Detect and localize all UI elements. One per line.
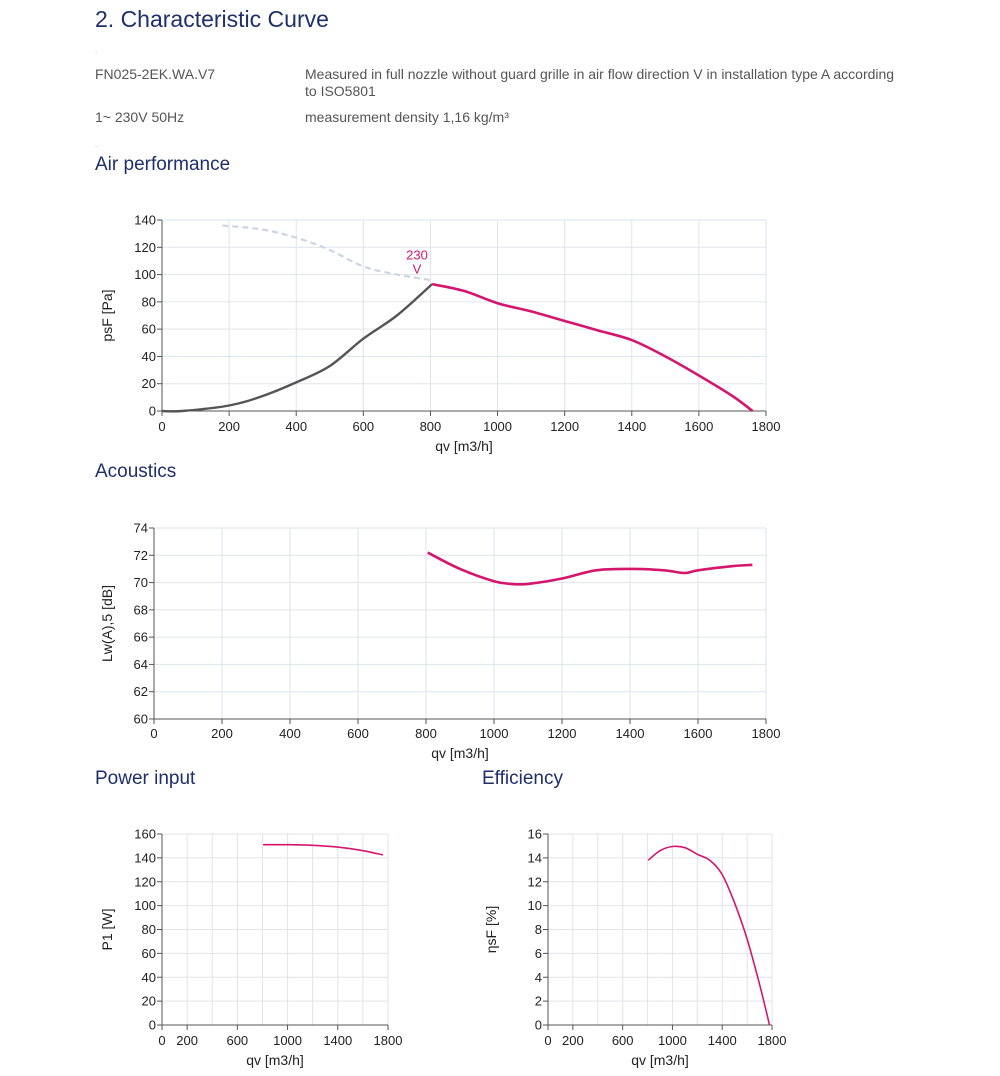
- power-x-tick-label: 1000: [273, 1033, 302, 1048]
- efficiency-y-tick-label: 6: [535, 946, 542, 961]
- section-power-input: Power input: [95, 768, 196, 789]
- efficiency-x-tick-label: 200: [562, 1033, 584, 1048]
- air-x-tick-label: 1800: [752, 419, 781, 434]
- acoustics-y-tick-label: 66: [134, 630, 148, 645]
- power-x-tick-label: 1800: [374, 1033, 403, 1048]
- acoustics-x-tick-label: 0: [150, 726, 157, 741]
- power-y-tick-label: 0: [149, 1018, 156, 1033]
- acoustics-x-tick-label: 200: [211, 726, 233, 741]
- power-x-tick-label: 600: [226, 1033, 248, 1048]
- efficiency-y-tick-label: 14: [528, 850, 542, 865]
- air-y-tick-label: 0: [149, 404, 156, 419]
- acoustics-y-tick-label: 74: [134, 521, 148, 536]
- acoustics-x-tick-label: 1600: [684, 726, 713, 741]
- model-number: FN025-2EK.WA.V7: [95, 66, 216, 82]
- power-y-tick-label: 160: [134, 827, 156, 842]
- air-series-line-main: [431, 282, 754, 413]
- page-title: 2. Characteristic Curve: [95, 6, 329, 32]
- air-x-tick-label: 1000: [483, 419, 512, 434]
- efficiency-x-tick-label: 1000: [658, 1033, 687, 1048]
- acoustics-x-axis-label: qv [m3/h]: [431, 745, 489, 761]
- efficiency-x-tick-label: 0: [544, 1033, 551, 1048]
- acoustics-series-line-main: [427, 551, 753, 586]
- power-x-tick-label: 200: [176, 1033, 198, 1048]
- air-y-tick-label: 120: [134, 240, 156, 255]
- power-series-line-main: [263, 843, 384, 856]
- section-efficiency: Efficiency: [482, 768, 563, 789]
- acoustics-x-tick-label: 800: [415, 726, 437, 741]
- power-x-tick-label: 1400: [323, 1033, 352, 1048]
- power-x-tick-label: 0: [158, 1033, 165, 1048]
- efficiency-y-tick-label: 16: [528, 827, 542, 842]
- air-x-tick-label: 800: [420, 419, 442, 434]
- acoustics-x-tick-label: 1800: [752, 726, 781, 741]
- efficiency-y-tick-label: 8: [535, 922, 542, 937]
- efficiency-y-tick-label: 12: [528, 874, 542, 889]
- measurement-density: measurement density 1,16 kg/m³: [305, 109, 509, 125]
- acoustics-x-tick-label: 1000: [480, 726, 509, 741]
- air-y-axis-label: psF [Pa]: [99, 289, 115, 341]
- efficiency-y-axis-label: ηsF [%]: [483, 906, 499, 953]
- acoustics-y-axis-label: Lw(A),5 [dB]: [99, 585, 115, 662]
- efficiency-x-tick-label: 1400: [708, 1033, 737, 1048]
- air-y-tick-label: 100: [134, 267, 156, 282]
- efficiency-series-line-main: [647, 845, 771, 1026]
- power-y-tick-label: 140: [134, 850, 156, 865]
- air-x-tick-label: 400: [285, 419, 307, 434]
- air-x-tick-label: 1600: [684, 419, 713, 434]
- air-x-tick-label: 1400: [617, 419, 646, 434]
- air-y-tick-label: 60: [142, 322, 156, 337]
- efficiency-x-axis-label: qv [m3/h]: [631, 1052, 689, 1068]
- air-x-tick-label: 200: [218, 419, 240, 434]
- dot-marker: .: [95, 140, 98, 149]
- section-air-performance: Air performance: [95, 154, 231, 175]
- acoustics-y-tick-label: 70: [134, 575, 148, 590]
- power-y-tick-label: 20: [142, 994, 156, 1009]
- acoustics-x-tick-label: 600: [347, 726, 369, 741]
- supply-voltage: 1~ 230V 50Hz: [95, 109, 185, 125]
- power-y-tick-label: 60: [142, 946, 156, 961]
- air-series-line-dark: [161, 283, 433, 413]
- dot-marker: .: [95, 46, 98, 55]
- section-acoustics: Acoustics: [95, 461, 177, 482]
- air-x-tick-label: 1200: [550, 419, 579, 434]
- air-y-tick-label: 20: [142, 376, 156, 391]
- efficiency-y-tick-label: 0: [535, 1018, 542, 1033]
- air-y-tick-label: 140: [134, 213, 156, 228]
- acoustics-y-tick-label: 64: [134, 657, 148, 672]
- efficiency-y-tick-label: 2: [535, 994, 542, 1009]
- power-y-tick-label: 120: [134, 874, 156, 889]
- efficiency-y-tick-label: 10: [528, 898, 542, 913]
- air-annotation-label: 230: [406, 248, 428, 263]
- acoustics-y-tick-label: 72: [134, 548, 148, 563]
- air-x-tick-label: 0: [158, 419, 165, 434]
- acoustics-x-tick-label: 400: [279, 726, 301, 741]
- efficiency-y-tick-label: 4: [535, 970, 542, 985]
- measurement-description: Measured in full nozzle without guard gr…: [305, 66, 895, 99]
- air-series-line-dashed: [222, 224, 431, 282]
- power-y-axis-label: P1 [W]: [99, 908, 115, 950]
- acoustics-y-tick-label: 60: [134, 712, 148, 727]
- air-x-axis-label: qv [m3/h]: [435, 438, 493, 454]
- air-y-tick-label: 80: [142, 294, 156, 309]
- efficiency-x-tick-label: 1800: [758, 1033, 787, 1048]
- efficiency-x-tick-label: 600: [612, 1033, 634, 1048]
- air-annotation-label: V: [413, 262, 422, 277]
- power-y-tick-label: 100: [134, 898, 156, 913]
- acoustics-y-tick-label: 62: [134, 684, 148, 699]
- acoustics-x-tick-label: 1200: [548, 726, 577, 741]
- power-y-tick-label: 40: [142, 970, 156, 985]
- power-x-axis-label: qv [m3/h]: [246, 1052, 304, 1068]
- power-y-tick-label: 80: [142, 922, 156, 937]
- air-x-tick-label: 600: [352, 419, 374, 434]
- air-y-tick-label: 40: [142, 349, 156, 364]
- acoustics-y-tick-label: 68: [134, 602, 148, 617]
- acoustics-x-tick-label: 1400: [616, 726, 645, 741]
